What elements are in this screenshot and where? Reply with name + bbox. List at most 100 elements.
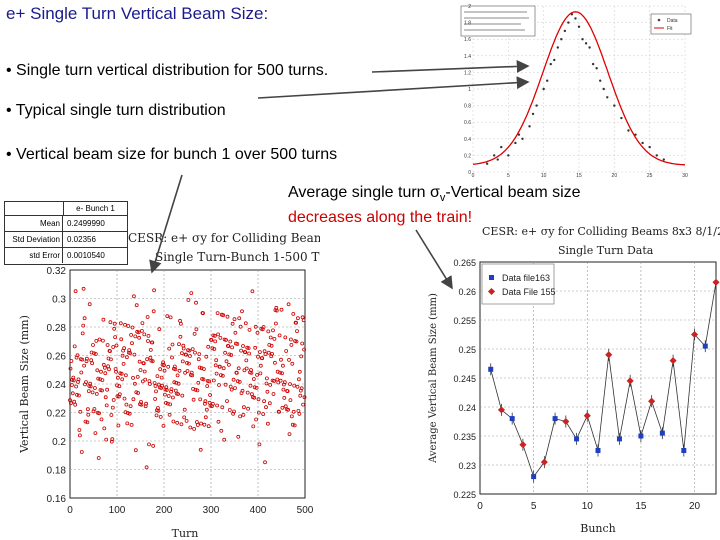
c1-data-point [287,432,292,437]
hist-data-point [641,141,644,145]
c1-data-point [160,383,165,388]
hist-data-point [602,87,605,91]
c1-data-point [147,382,152,386]
c2-y-tick: 0.23 [458,461,476,471]
c1-data-point [197,352,202,357]
chart1-subtitle: Single Turn-Bunch 1-500 Turns [155,250,320,264]
stats-label-mean: Mean [5,216,63,231]
c1-data-point [87,302,92,307]
c1-data-point [218,373,223,378]
c1-data-point [277,333,282,338]
c1-y-tick: 0.32 [47,266,67,277]
histogram-ticks: 0 5 10 15 20 25 30 2 1.8 1.6 1.4 1.2 1 0.8 0.6 0.4 0.2 0 [464,4,688,178]
c1-data-point [158,367,163,372]
c1-data-point [213,363,218,368]
c1-data-point [232,317,237,322]
c1-data-point [258,371,263,376]
c1-data-point [114,369,118,374]
note-conclusion: decreases along the train! [288,209,473,227]
c1-data-point [255,330,260,335]
hist-data-point [584,42,588,45]
hist-x-tick: 5 [507,173,510,178]
c1-data-point [112,326,117,331]
c2-file163-point [531,474,537,480]
c2-y-tick: 0.24 [458,403,476,413]
chart1-title: CESR: e+ σy for Colliding Beams 8x3 8/1/… [128,231,320,245]
c1-data-point [210,401,215,406]
c1-data-point [175,420,180,425]
c1-data-point [201,367,206,371]
c1-data-point [85,420,90,425]
c1-data-point [144,465,149,470]
c1-data-point [298,393,303,398]
c1-data-point [170,355,174,360]
c1-data-point [261,412,266,417]
hist-y-tick: 0.2 [464,153,471,159]
c1-data-point [170,342,175,347]
c1-data-point [242,368,247,373]
c2-trend-segment [565,421,577,440]
c1-data-point [172,380,177,385]
c1-data-point [202,401,207,406]
c1-data-point [193,387,198,392]
note-sigma: σ [430,184,440,201]
c1-data-point [163,400,168,405]
c1-data-point [244,366,249,371]
hist-data-point [493,154,496,157]
c1-data-point [168,315,173,320]
hist-x-tick: 30 [682,173,688,178]
stats-label-std-error: std Error [5,248,63,263]
c1-data-point [73,402,78,407]
c1-data-point [164,388,169,392]
c1-data-point [140,321,145,325]
hist-data-point [521,137,524,140]
c1-data-point [241,405,246,410]
c1-data-point [158,414,163,419]
c1-data-point [145,315,150,319]
c1-data-point [116,423,121,428]
hist-data-point [613,104,616,107]
c1-data-point [233,386,237,391]
c1-x-tick: 100 [109,505,126,516]
gaussian-fit-curve [472,11,686,166]
c1-data-point [270,351,275,356]
c1-data-point [254,385,259,390]
fit-stats-lines [464,11,529,31]
hist-x-tick: 10 [541,173,547,178]
c1-data-point [217,364,222,369]
c1-data-point [256,410,261,415]
c1-data-point [295,316,300,321]
c1-data-point [241,412,246,417]
c1-data-point [251,424,256,429]
bullet-typical-distribution: • Typical single turn distribution [6,102,226,119]
c1-data-point [295,384,300,389]
c2-y-tick: 0.265 [453,258,476,268]
c1-data-point [77,393,81,398]
c1-data-point [215,311,220,315]
c1-data-point [207,379,212,384]
c1-data-point [264,376,269,381]
c1-data-point [228,339,233,344]
c1-data-point [108,320,113,325]
c2-trend-segment [608,354,620,439]
c1-data-point [225,399,229,404]
c1-data-point [291,312,296,316]
c1-data-point [103,371,108,376]
c1-data-point [222,437,227,442]
chart2-trend-lines [490,282,717,477]
slide-title: e+ Single Turn Vertical Beam Size: [6,4,269,23]
c1-data-point [220,373,225,378]
c1-data-point [159,375,164,380]
c1-data-point [299,354,304,359]
c1-data-point [80,357,85,362]
c1-data-point [123,322,127,327]
c1-data-point [80,331,85,336]
c1-data-point [193,350,197,355]
c1-data-point [190,373,195,378]
c1-data-point [113,335,117,339]
c1-data-point [279,307,284,312]
c1-data-point [256,397,261,402]
c1-data-point [227,408,232,412]
c2-x-tick: 10 [582,501,594,512]
c1-data-point [292,423,297,428]
